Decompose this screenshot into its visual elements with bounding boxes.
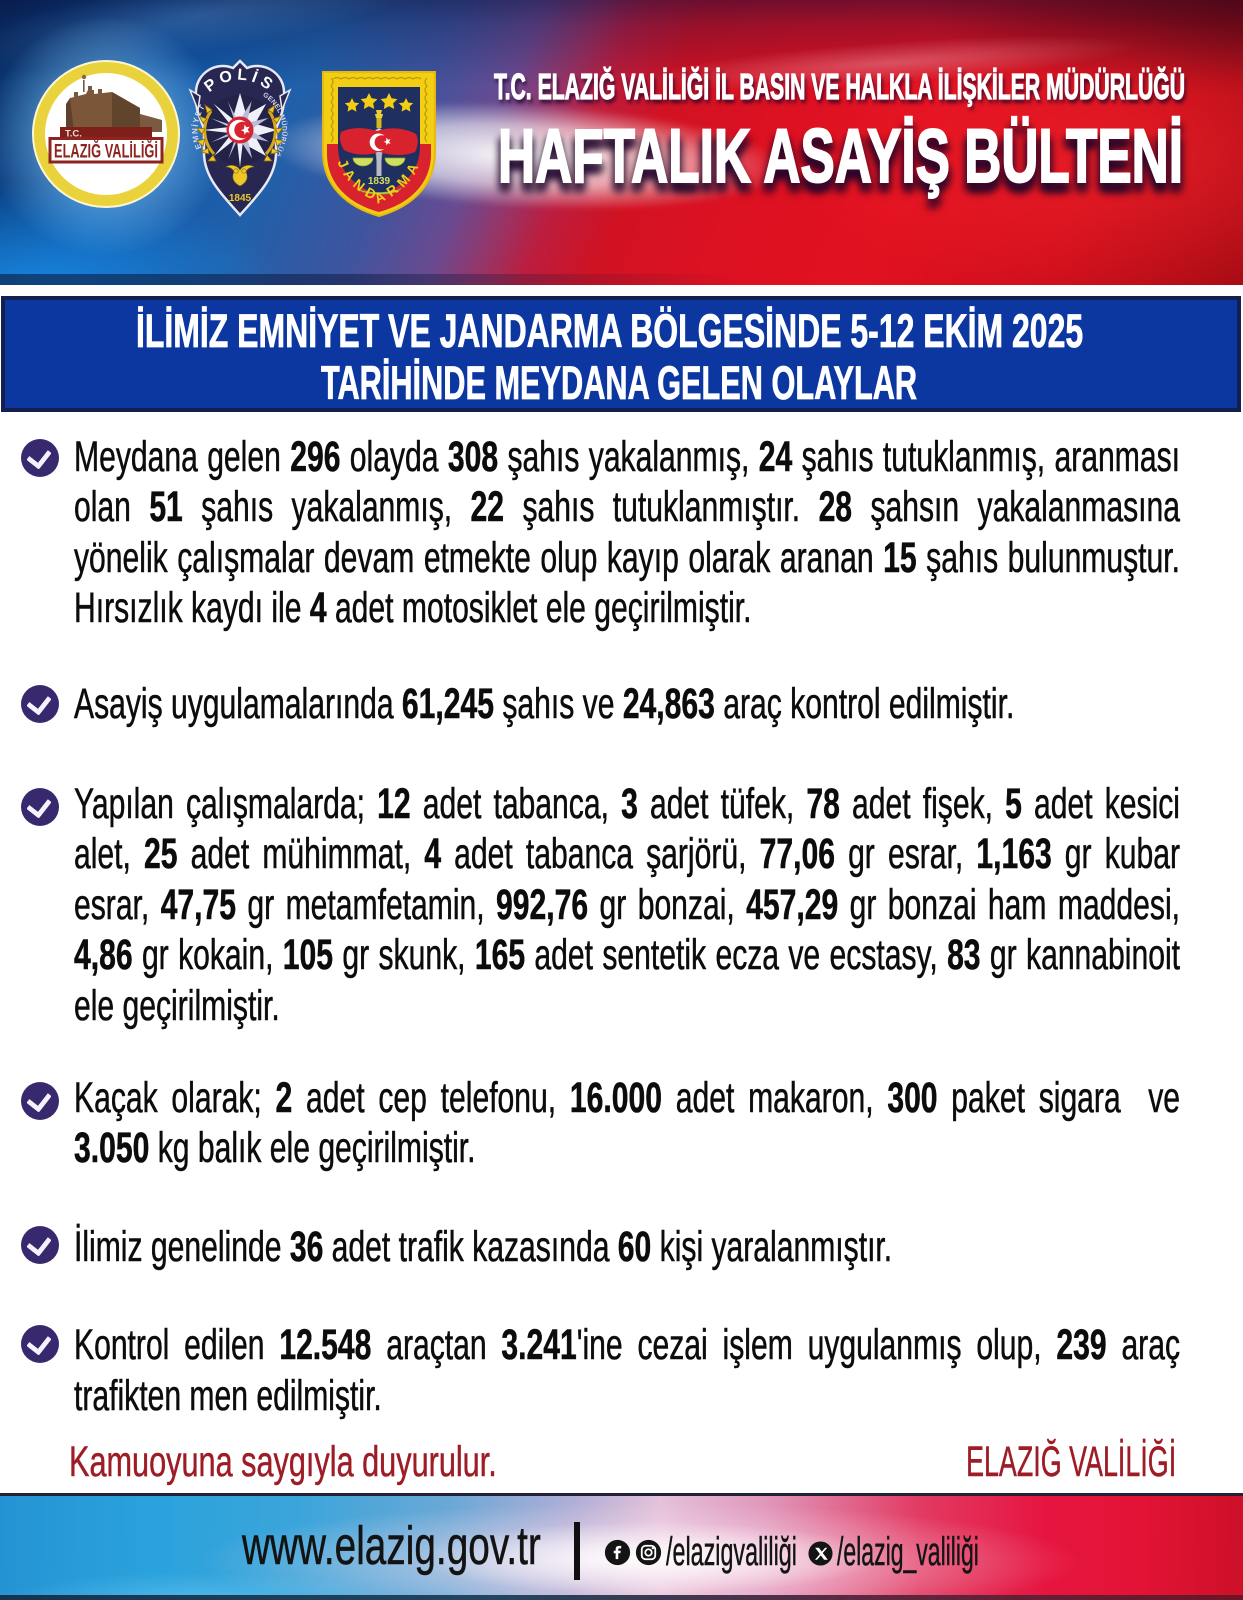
svg-text:1845: 1845 <box>229 193 252 204</box>
svg-text:1839: 1839 <box>368 176 391 187</box>
svg-text:ELAZIĞ VALİLİĞİ: ELAZIĞ VALİLİĞİ <box>54 141 158 163</box>
svg-text:T.C.: T.C. <box>65 129 82 140</box>
